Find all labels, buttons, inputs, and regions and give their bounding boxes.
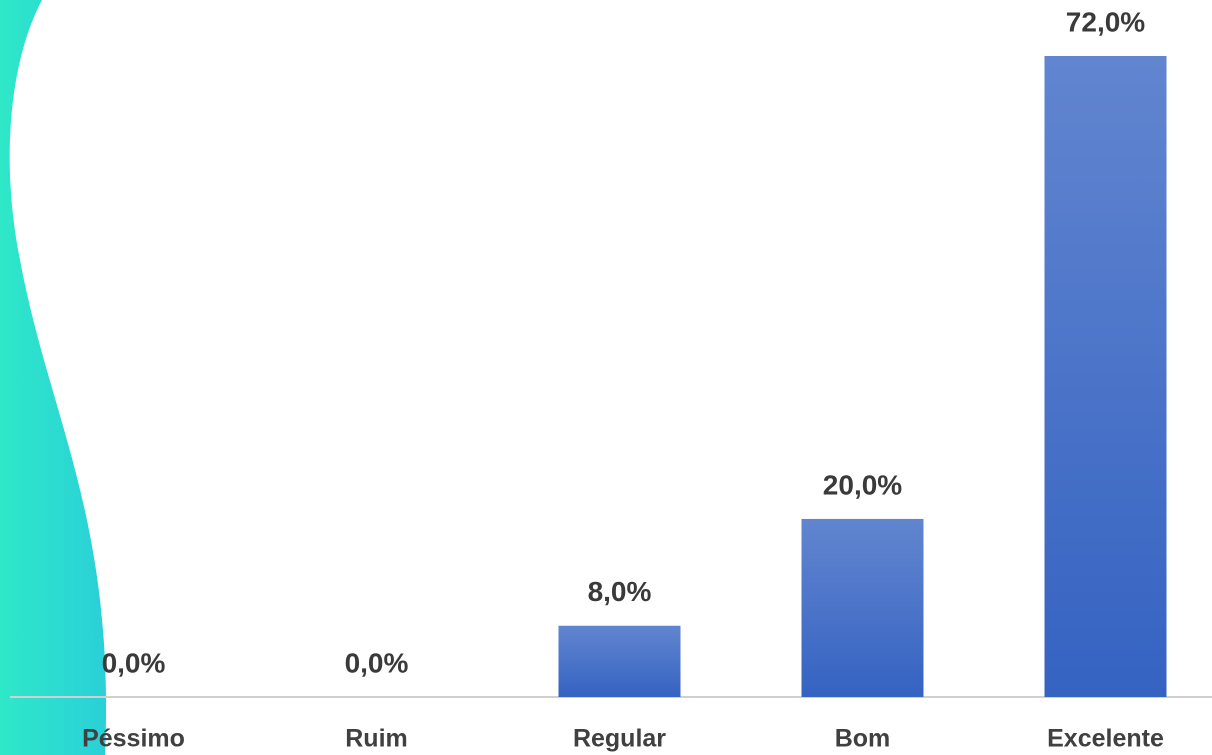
x-tick-label: Péssimo: [82, 725, 185, 753]
x-tick-label: Bom: [835, 725, 891, 753]
x-tick-label: Ruim: [345, 725, 408, 753]
bar-highlight: [1044, 56, 1167, 697]
bar-highlight: [558, 625, 681, 697]
x-tick-label: Regular: [573, 725, 666, 753]
x-tick-label: Excelente: [1047, 725, 1164, 753]
value-label: 72,0%: [1066, 6, 1145, 37]
decorative-shape: [0, 0, 107, 755]
value-label: 20,0%: [823, 469, 902, 500]
value-label: 8,0%: [588, 576, 652, 607]
value-label: 0,0%: [345, 647, 409, 678]
bar-highlight: [801, 518, 924, 697]
value-label: 0,0%: [102, 647, 166, 678]
